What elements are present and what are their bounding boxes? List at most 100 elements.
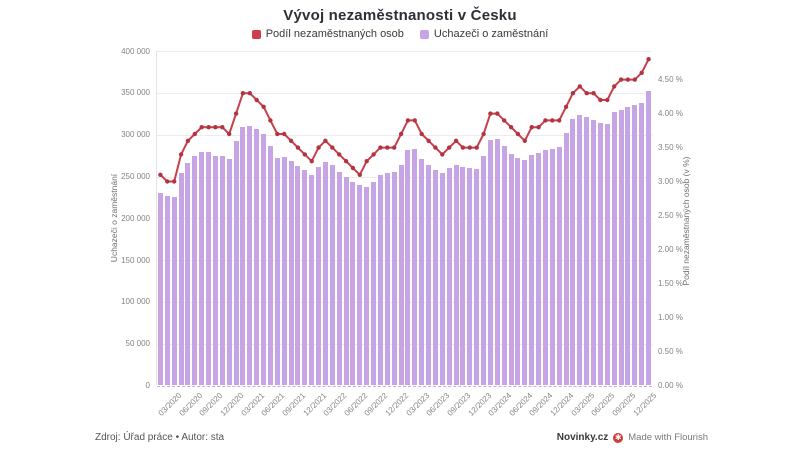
line-point[interactable]: 04/2023 [426,138,431,143]
line-point[interactable]: 10/2024 [550,118,555,123]
bar[interactable] [157,193,163,386]
bar[interactable] [206,151,212,386]
bar[interactable] [254,129,260,386]
line-point[interactable]: 06/2021 [275,131,280,137]
bar[interactable] [549,148,555,386]
bar[interactable] [302,169,308,386]
bar[interactable] [467,168,473,386]
line-point[interactable]: 07/2021 [282,131,287,137]
bar[interactable] [336,172,342,386]
line-point[interactable]: 09/2022 [378,145,383,150]
line-point[interactable]: 01/2021 [240,91,246,96]
bar[interactable] [501,145,507,386]
line-point[interactable]: 12/2025 [646,57,651,62]
line-point[interactable]: 03/2024 [502,118,507,123]
bar[interactable] [515,158,521,386]
line-point[interactable]: 04/2022 [343,159,349,164]
bar[interactable] [371,182,377,386]
bar[interactable] [487,140,493,386]
bar[interactable] [453,165,459,386]
line-point[interactable]: 04/2020 [178,152,184,157]
line-point[interactable]: 09/2023 [460,145,466,150]
bar[interactable] [419,158,425,386]
bar[interactable] [384,172,390,386]
bar[interactable] [171,197,177,386]
bar[interactable] [391,171,397,386]
line-point[interactable]: 12/2023 [481,131,486,137]
bar[interactable] [247,125,253,386]
bar[interactable] [405,149,411,386]
bar[interactable] [343,177,349,386]
line-point[interactable]: 01/2020 [158,172,163,177]
bar[interactable] [632,105,638,386]
line-point[interactable]: 10/2023 [467,145,472,150]
bar[interactable] [508,153,514,386]
bar[interactable] [570,118,576,386]
legend-item-uchazeci[interactable]: Uchazeči o zaměstnání [419,28,548,40]
line-point[interactable]: 07/2022 [364,159,369,164]
bar[interactable] [377,175,383,386]
bar[interactable] [412,148,418,386]
line-point[interactable]: 11/2023 [474,145,479,150]
line-point[interactable]: 04/2025 [591,91,596,96]
line-point[interactable]: 02/2023 [412,118,417,123]
line-point[interactable]: 12/2024 [563,104,569,110]
bar[interactable] [398,164,404,386]
line-point[interactable]: 06/2024 [522,138,527,143]
line-point[interactable]: 05/2021 [268,118,273,123]
line-point[interactable]: 06/2020 [192,131,197,137]
bar[interactable] [432,169,438,386]
novinky-logo[interactable]: Novinky.cz [556,432,609,443]
bar[interactable] [295,166,301,386]
line-point[interactable]: 02/2025 [577,84,582,89]
bar[interactable] [164,195,170,386]
bar[interactable] [261,133,267,386]
bar[interactable] [281,157,287,386]
line-point[interactable]: 08/2024 [536,125,541,130]
line-point[interactable]: 07/2025 [612,84,617,89]
line-point[interactable]: 07/2020 [199,125,204,130]
bar[interactable] [322,162,328,386]
bar[interactable] [522,160,528,386]
bar[interactable] [625,107,631,386]
bar[interactable] [481,155,487,386]
bar[interactable] [192,156,198,386]
bar[interactable] [646,91,652,386]
bar[interactable] [267,146,273,386]
line-point[interactable]: 08/2021 [288,138,294,143]
bar[interactable] [439,172,445,386]
line-point[interactable]: 11/2025 [639,70,644,76]
bar[interactable] [618,109,624,386]
line-point[interactable]: 02/2022 [330,145,335,150]
line-point[interactable]: 09/2025 [625,77,631,82]
bar[interactable] [542,150,548,386]
line-point[interactable]: 09/2024 [543,118,548,123]
line-point[interactable]: 11/2021 [309,159,314,164]
made-with-flourish-link[interactable]: Made with Flourish [628,432,708,443]
line-point[interactable]: 12/2022 [398,131,404,137]
bar[interactable] [212,155,218,386]
line-point[interactable]: 05/2024 [515,131,521,137]
line-point[interactable]: 06/2023 [440,152,445,157]
line-point[interactable]: 03/2025 [584,91,589,96]
line-point[interactable]: 08/2023 [453,138,459,143]
line-point[interactable]: 05/2022 [350,165,356,171]
line-point[interactable]: 12/2020 [233,111,239,116]
bar[interactable] [233,141,239,386]
line-point[interactable]: 08/2022 [371,152,376,157]
line-point[interactable]: 05/2023 [433,145,438,150]
line-point[interactable]: 02/2020 [165,179,170,184]
bar[interactable] [364,186,370,386]
bar[interactable] [584,117,590,386]
bar[interactable] [597,122,603,386]
line-point[interactable]: 06/2022 [357,172,362,177]
line-point[interactable]: 11/2024 [557,118,562,123]
line-point[interactable]: 12/2021 [316,145,321,150]
line-point[interactable]: 06/2025 [605,97,610,103]
line-point[interactable]: 05/2020 [185,138,191,143]
bar[interactable] [219,156,225,386]
bar[interactable] [199,151,205,386]
line-point[interactable]: 08/2020 [206,125,211,130]
line-point[interactable]: 01/2024 [488,111,493,116]
bar[interactable] [309,174,315,386]
